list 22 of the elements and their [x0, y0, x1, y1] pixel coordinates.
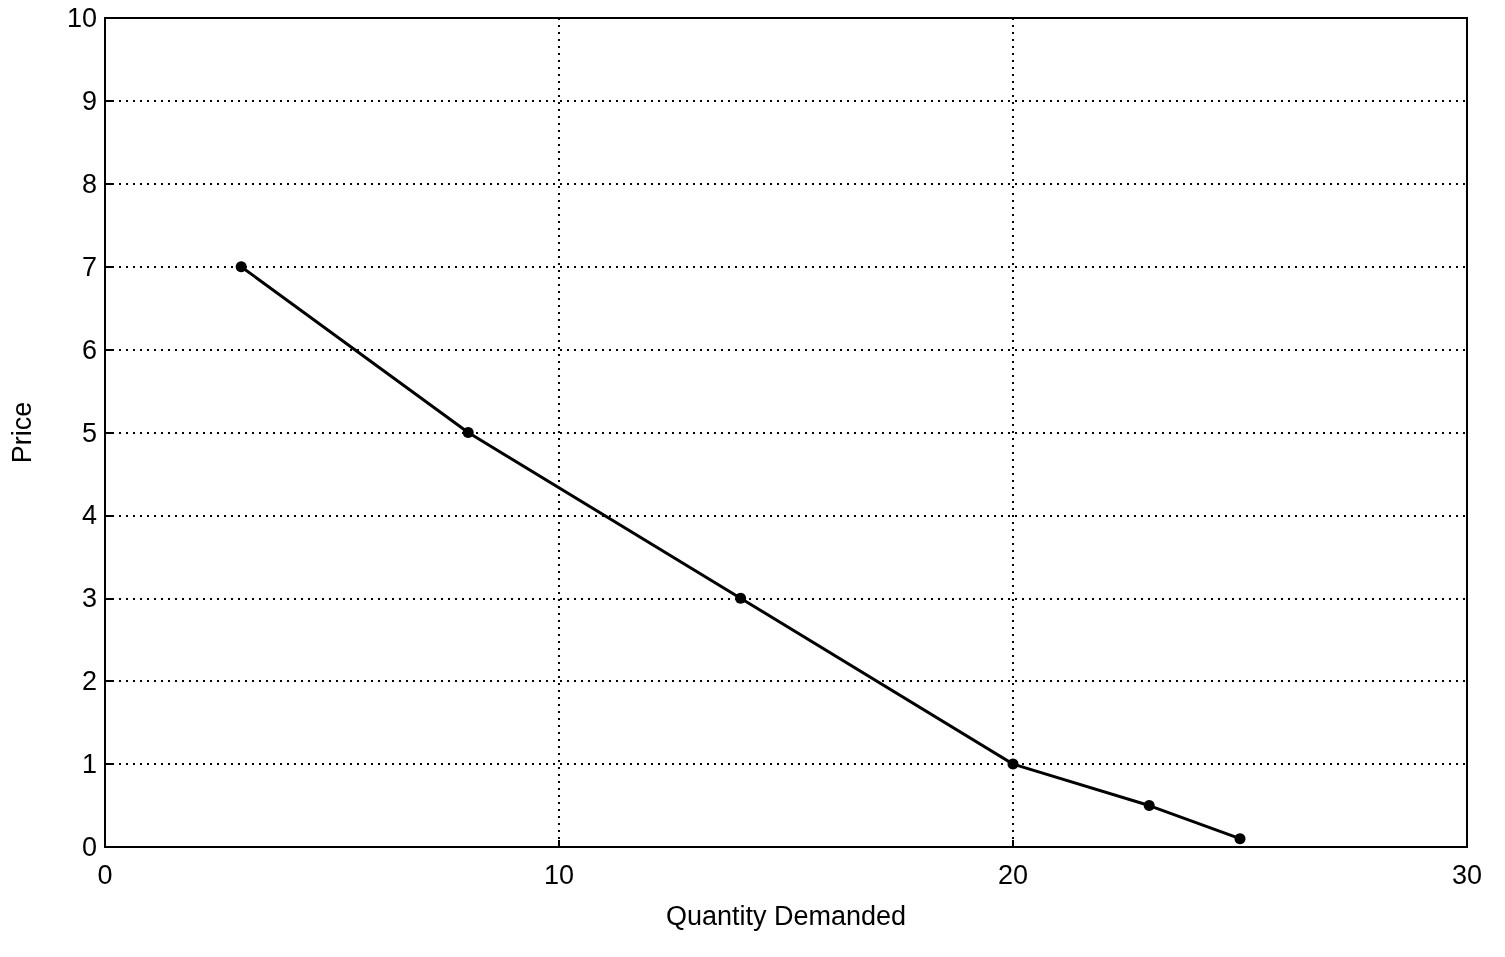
y-tick-label: 5 [81, 417, 97, 448]
y-axis-title: Price [6, 401, 37, 464]
x-tick-label: 20 [997, 859, 1029, 890]
y-tick-label: 1 [81, 749, 97, 780]
y-tick-label: 8 [81, 168, 97, 199]
x-axis-title: Quantity Demanded [665, 900, 907, 931]
point [462, 427, 474, 438]
y-tick-label: 10 [66, 3, 97, 33]
y-tick-label: 2 [81, 666, 97, 697]
y-tick-label: 9 [81, 85, 97, 116]
point [235, 261, 247, 273]
y-tick-label: 7 [81, 251, 97, 282]
y-tick-label: 3 [81, 583, 97, 614]
point [735, 592, 747, 604]
point [1143, 800, 1155, 812]
x-tick-label: 10 [543, 859, 575, 890]
point [1007, 758, 1019, 770]
y-tick-label: 6 [81, 334, 97, 365]
point [1234, 833, 1246, 845]
y-tick-label: 4 [81, 500, 97, 531]
y-tick-label: 0 [81, 832, 97, 862]
x-tick-label: 30 [1451, 859, 1483, 890]
